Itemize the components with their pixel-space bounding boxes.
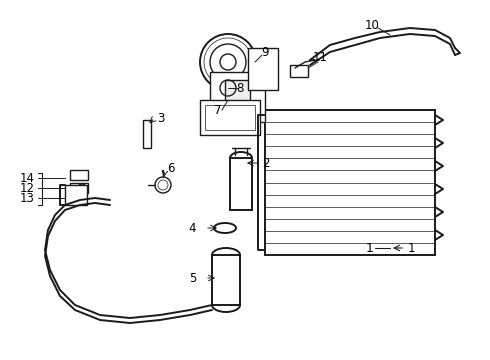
Bar — [65, 185, 87, 205]
Text: 10: 10 — [365, 18, 379, 32]
Bar — [70, 183, 88, 193]
Text: 14: 14 — [20, 171, 35, 185]
Bar — [143, 120, 151, 148]
Bar — [230, 158, 252, 210]
Text: 7: 7 — [214, 104, 222, 117]
Bar — [248, 48, 278, 90]
Text: 5: 5 — [189, 271, 196, 284]
Bar — [225, 80, 250, 115]
Bar — [210, 72, 265, 122]
Bar — [290, 65, 308, 77]
Bar — [200, 100, 260, 135]
Text: 2: 2 — [262, 157, 270, 170]
Text: 1: 1 — [408, 242, 416, 255]
Text: 6: 6 — [167, 162, 174, 175]
Text: 1: 1 — [366, 242, 374, 255]
Text: 12: 12 — [20, 181, 35, 194]
Text: 3: 3 — [157, 112, 164, 125]
Text: 11: 11 — [313, 50, 327, 63]
Text: 4: 4 — [189, 221, 196, 234]
Text: 8: 8 — [236, 81, 244, 95]
Text: 9: 9 — [261, 45, 269, 59]
Bar — [70, 170, 88, 180]
Bar — [205, 105, 255, 130]
Text: 13: 13 — [20, 192, 35, 204]
Bar — [265, 110, 435, 255]
Bar — [212, 255, 240, 305]
